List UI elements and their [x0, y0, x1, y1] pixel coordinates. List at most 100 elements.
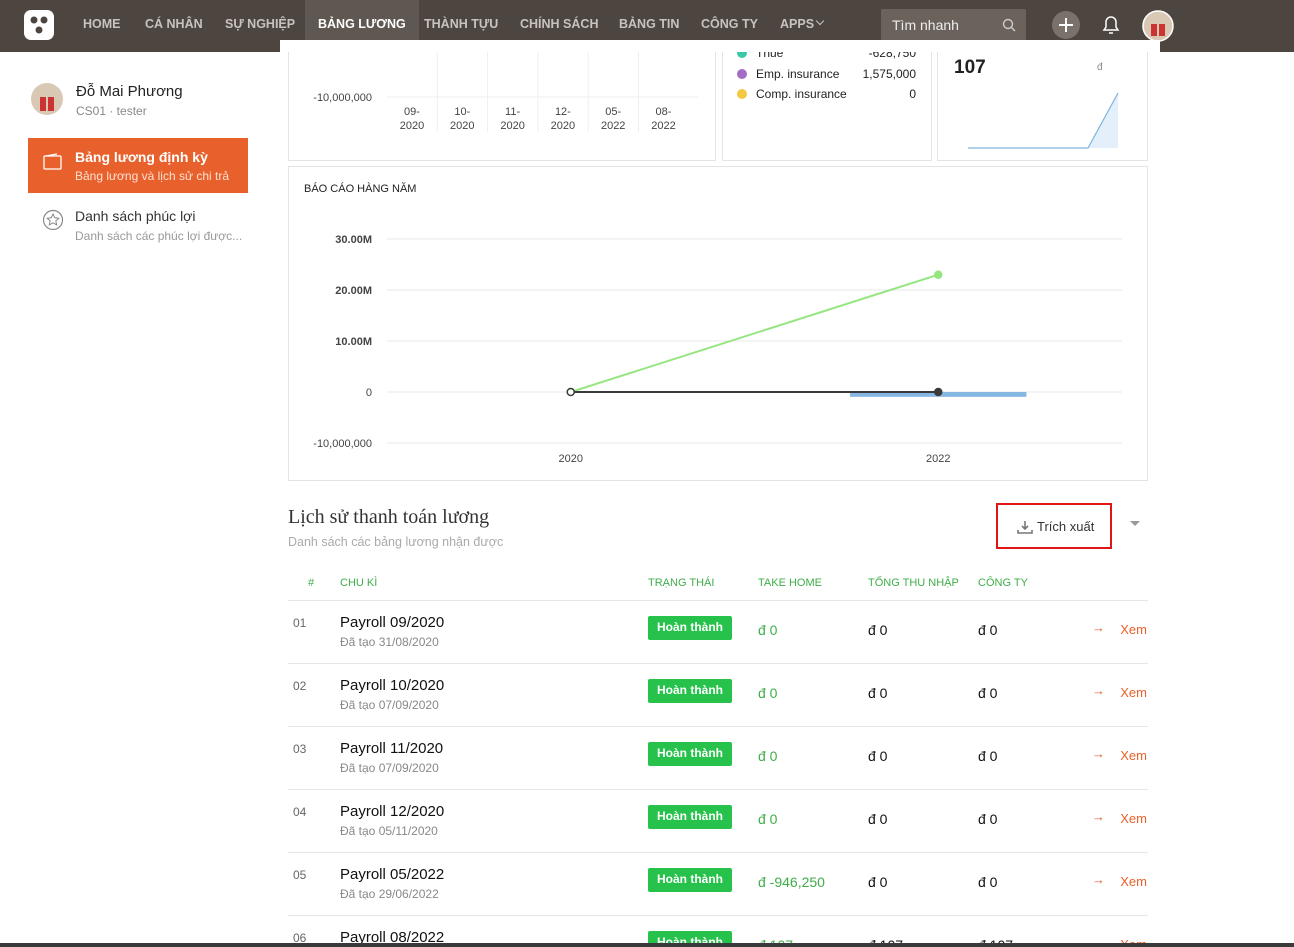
take-home: đ 107: [758, 937, 794, 947]
arrow-icon: →: [1092, 620, 1105, 635]
point: [934, 270, 943, 279]
payroll-name: Payroll 11/2020: [340, 740, 444, 757]
status-badge: Hoàn thành: [648, 742, 732, 766]
menu-icon: [42, 209, 64, 231]
arrow-icon: →: [1092, 809, 1105, 824]
row-divider: [288, 915, 1148, 916]
row-divider: [288, 852, 1148, 853]
monthly-chart: -10,000,000 09- 2020 10- 2020 11- 2020 12- 2020 0…: [313, 52, 698, 132]
take-home: đ 0: [758, 685, 778, 701]
summary-panel: 107 đ: [937, 40, 1148, 161]
x-tick-label: 12-: [555, 106, 571, 118]
row-number: 03: [293, 742, 307, 756]
row-divider: [288, 600, 1148, 601]
x-tick-label: 08-: [656, 106, 672, 118]
notification-bell[interactable]: [1100, 13, 1122, 37]
x-tick-label: 05-: [605, 106, 621, 118]
status-badge: Hoàn thành: [648, 868, 732, 892]
status-badge: Hoàn thành: [648, 679, 732, 703]
view-link[interactable]: Xem: [1120, 622, 1147, 637]
view-link[interactable]: Xem: [1120, 811, 1147, 826]
breakdown-legend: Thuế -628,750 Emp. insurance 1,575,000 Comp.…: [722, 40, 932, 160]
nav-item[interactable]: APPS: [780, 17, 815, 31]
annual-report-panel: [288, 166, 1148, 481]
nav-item[interactable]: THÀNH TỰU: [424, 17, 499, 31]
company-cost: đ 0: [978, 685, 998, 701]
column-header: CÔNG TY: [978, 577, 1028, 589]
nav-item[interactable]: CHÍNH SÁCH: [520, 17, 599, 31]
view-link[interactable]: Xem: [1120, 685, 1147, 700]
menu-icon: [43, 153, 62, 170]
x-tick-label: 09-: [404, 106, 420, 118]
x-tick-label: 2020: [559, 453, 583, 465]
export-button[interactable]: Trích xuất: [996, 503, 1112, 549]
column-header: TRẠNG THÁI: [648, 577, 715, 589]
point: [934, 387, 943, 397]
avatar[interactable]: [1142, 10, 1174, 42]
company-cost: đ 0: [978, 811, 998, 827]
x-tick-label: 2022: [651, 120, 675, 132]
y-tick-label: 0: [366, 387, 372, 399]
x-tick-label: 2022: [601, 120, 625, 132]
view-link[interactable]: Xem: [1120, 937, 1147, 947]
row-divider: [288, 789, 1148, 790]
company-cost: đ 107: [978, 937, 1014, 947]
logo[interactable]: [22, 8, 56, 42]
payroll-name: Payroll 08/2022: [340, 929, 445, 946]
x-tick-label: 2020: [551, 120, 575, 132]
user-name: Đỗ Mai Phương: [76, 83, 183, 100]
payroll-created: Đã tạo 31/08/2020: [340, 635, 439, 649]
take-home: đ 0: [758, 622, 778, 638]
search-icon: [1002, 18, 1016, 32]
take-home: đ -946,250: [758, 874, 825, 890]
total-income: đ 0: [868, 622, 888, 638]
total-income: đ 0: [868, 811, 888, 827]
y-tick-label: 20.00M: [335, 285, 372, 297]
payroll-created: Đã tạo 07/09/2020: [340, 761, 439, 775]
payroll-name: Payroll 09/2020: [340, 614, 445, 631]
total-income: đ 107: [868, 937, 904, 947]
column-header: CHU KÌ: [340, 577, 378, 589]
row-divider: [288, 726, 1148, 727]
monthly-chart-panel: [288, 40, 716, 161]
sparkline: [968, 92, 1119, 149]
y-tick-label: -10,000,000: [313, 92, 372, 104]
nav-item[interactable]: SỰ NGHIỆP: [225, 17, 296, 31]
column-header: #: [308, 577, 315, 589]
add-button[interactable]: [1051, 10, 1081, 40]
menu-title[interactable]: Danh sách phúc lợi: [75, 208, 196, 224]
status-badge: Hoàn thành: [648, 616, 732, 640]
arrow-icon: →: [1092, 683, 1105, 698]
y-tick-label: -10,000,000: [313, 438, 372, 450]
nav-item[interactable]: HOME: [83, 17, 121, 31]
row-number: 06: [293, 931, 307, 945]
nav-item[interactable]: BẢNG TIN: [619, 17, 680, 31]
chart-title: BÁO CÁO HÀNG NĂM: [304, 182, 416, 195]
x-tick-label: 2020: [400, 120, 424, 132]
column-header: TỔNG THU NHẬP: [868, 577, 959, 589]
legend-name: Comp. insurance: [756, 87, 847, 101]
user-subtitle: CS01 · tester: [76, 104, 147, 118]
total-income: đ 0: [868, 874, 888, 890]
payroll-created: Đã tạo 07/09/2020: [340, 698, 439, 712]
company-cost: đ 0: [978, 748, 998, 764]
payroll-created: Đã tạo 29/06/2022: [340, 887, 439, 901]
arrow-icon: →: [1092, 872, 1105, 887]
point: [566, 387, 575, 397]
search-box[interactable]: Tìm nhanh: [881, 9, 1026, 41]
nav-item[interactable]: CÁ NHÂN: [145, 17, 203, 31]
view-link[interactable]: Xem: [1120, 874, 1147, 889]
menu-subtitle: Bảng lương và lịch sử chi trả: [75, 169, 230, 183]
view-link[interactable]: Xem: [1120, 748, 1147, 763]
x-tick-label: 11-: [505, 106, 520, 118]
summary-value: 107: [954, 57, 986, 78]
nav-item[interactable]: CÔNG TY: [701, 17, 758, 31]
menu-item-active[interactable]: Bảng lương định kỳ Bảng lương và lịch sử…: [28, 138, 248, 193]
user-avatar: [31, 83, 63, 115]
status-badge: Hoàn thành: [648, 805, 732, 829]
x-tick-label: 10-: [454, 106, 470, 118]
export-dropdown[interactable]: [1129, 520, 1141, 528]
payroll-name: Payroll 10/2020: [340, 677, 445, 694]
crop-cover: [280, 40, 1160, 52]
